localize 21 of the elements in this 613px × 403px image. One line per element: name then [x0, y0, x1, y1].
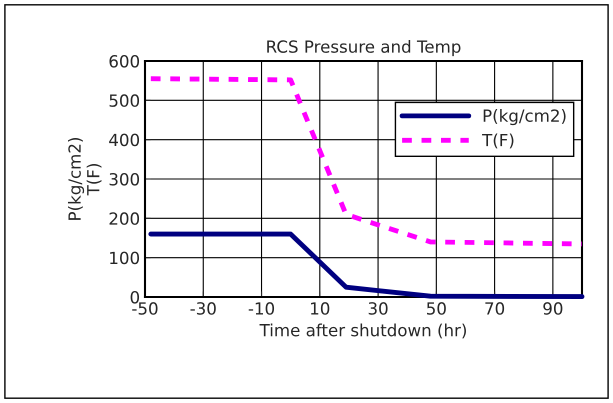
chart-title: RCS Pressure and Temp [267, 40, 460, 56]
y-tick-label: 500 [110, 94, 140, 107]
y-tick-label: 600 [109, 54, 140, 68]
y-tick-label: 0 [130, 290, 140, 304]
x-tick-label: -10 [248, 302, 274, 315]
x-tick-label: 10 [311, 302, 330, 315]
x-tick-label: 90 [543, 302, 562, 315]
y-tick-label: 300 [110, 172, 140, 186]
x-tick-label: 50 [427, 302, 446, 315]
y-tick-label: 400 [109, 134, 140, 146]
x-tick-label: 30 [368, 302, 388, 315]
legend-label: T(F) [482, 134, 514, 148]
x-tick-label: 70 [485, 302, 504, 315]
x-axis-title: Time after shutdown (hr) [260, 324, 466, 338]
line-series [148, 232, 584, 300]
x-tick-label: -50 [132, 302, 158, 315]
y-tick-label: 100 [110, 252, 140, 264]
legend-label: P(kg/cm2) [484, 109, 566, 126]
y-axis-title: P(kg/cm2) T(F) [68, 138, 102, 220]
y-tick-label: 200 [110, 212, 140, 225]
x-tick-label: -30 [190, 302, 216, 315]
